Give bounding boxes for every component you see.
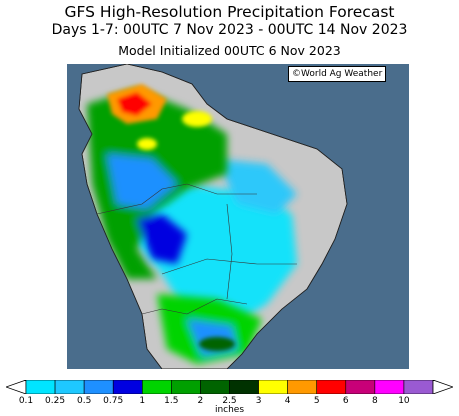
- colorbar-cell: [316, 380, 347, 394]
- colorbar-tick-label: 0.75: [103, 396, 124, 406]
- colorbar-tick-label: 10: [398, 396, 410, 406]
- coastline: [78, 64, 348, 369]
- colorbar-tick-label: 8: [371, 396, 378, 406]
- colorbar-tick-label: 1: [139, 396, 146, 406]
- colorbar-cell: [25, 380, 56, 394]
- political-borders: [96, 183, 297, 315]
- colorbar-cell: [374, 380, 405, 394]
- colorbar-tick-label: 0.1: [18, 396, 34, 406]
- colorbar-arrow-high: [432, 380, 453, 394]
- colorbar-cell: [287, 380, 318, 394]
- precip-colorbar: [6, 380, 453, 394]
- colorbar-cell: [83, 380, 114, 394]
- colorbar-cell: [258, 380, 288, 394]
- colorbar-tick-label: 2: [197, 396, 204, 406]
- colorbar-tick-label: 6: [342, 396, 349, 406]
- colorbar-cell: [141, 380, 172, 394]
- precip-heavy: [107, 84, 235, 351]
- colorbar-cell: [200, 380, 230, 394]
- colorbar-cell: [171, 380, 201, 394]
- colorbar-cell: [403, 380, 434, 394]
- colorbar-cell: [345, 380, 376, 394]
- colorbar-tick-label: 3: [255, 396, 262, 406]
- precipitation-map: [67, 64, 409, 369]
- colorbar-cell: [112, 380, 143, 394]
- legend-units: inches: [214, 405, 245, 415]
- copyright-credit: ©World Ag Weather: [288, 66, 387, 82]
- colorbar-tick-label: 2.5: [222, 396, 237, 406]
- map-title: GFS High-Resolution Precipitation Foreca…: [64, 3, 395, 21]
- colorbar-cell: [54, 380, 85, 394]
- colorbar-arrow-low: [6, 380, 27, 394]
- forecast-period: Days 1-7: 00UTC 7 Nov 2023 - 00UTC 14 No…: [51, 22, 408, 38]
- precip-moderate: [87, 89, 262, 364]
- colorbar-tick-label: 5: [313, 396, 320, 406]
- model-init-time: Model Initialized 00UTC 6 Nov 2023: [118, 43, 341, 58]
- colorbar-tick-label: 1.5: [164, 396, 179, 406]
- colorbar-tick-label: 0.5: [76, 396, 92, 406]
- colorbar-tick-label: 0.25: [45, 396, 66, 406]
- colorbar-tick-label: 4: [284, 396, 291, 406]
- colorbar-cell: [229, 380, 259, 394]
